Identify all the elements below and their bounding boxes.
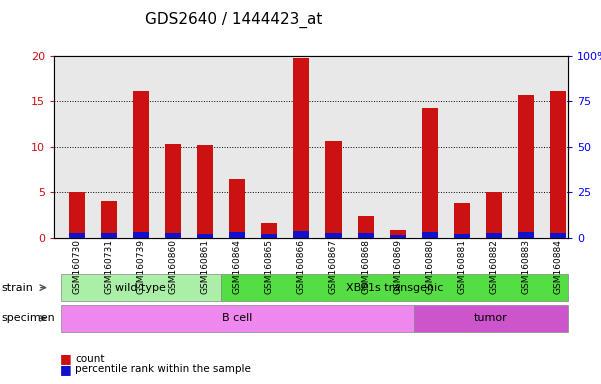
Bar — [454, 234, 470, 238]
Bar — [518, 95, 534, 238]
Bar — [69, 192, 85, 238]
Bar — [551, 233, 566, 238]
Bar — [326, 233, 341, 238]
Bar — [486, 233, 502, 238]
Text: specimen: specimen — [2, 313, 55, 323]
Bar — [422, 108, 438, 238]
Bar — [133, 232, 149, 238]
Bar — [293, 231, 310, 238]
Bar — [229, 179, 245, 238]
Text: wild type: wild type — [115, 283, 166, 293]
Text: percentile rank within the sample: percentile rank within the sample — [75, 364, 251, 374]
Bar — [518, 232, 534, 238]
Text: tumor: tumor — [474, 313, 508, 323]
Text: strain: strain — [2, 283, 34, 293]
Text: ■: ■ — [60, 353, 72, 366]
Text: XBP1s transgenic: XBP1s transgenic — [346, 283, 443, 293]
Bar — [261, 234, 277, 238]
Bar — [358, 216, 374, 238]
Bar — [261, 223, 277, 238]
Bar — [133, 91, 149, 238]
Bar — [486, 192, 502, 238]
Bar — [165, 144, 181, 238]
Bar — [389, 230, 406, 238]
Bar — [389, 235, 406, 238]
Bar — [100, 201, 117, 238]
Bar — [326, 141, 341, 238]
Bar — [197, 233, 213, 238]
Bar — [165, 233, 181, 238]
Text: B cell: B cell — [222, 313, 252, 323]
Text: count: count — [75, 354, 105, 364]
Bar — [69, 233, 85, 238]
Bar — [293, 58, 310, 238]
Text: ■: ■ — [60, 363, 72, 376]
Text: GDS2640 / 1444423_at: GDS2640 / 1444423_at — [145, 12, 323, 28]
Bar — [229, 232, 245, 238]
Bar — [197, 145, 213, 238]
Bar — [358, 233, 374, 238]
Bar — [551, 91, 566, 238]
Bar — [422, 232, 438, 238]
Bar — [100, 233, 117, 238]
Bar — [454, 204, 470, 238]
